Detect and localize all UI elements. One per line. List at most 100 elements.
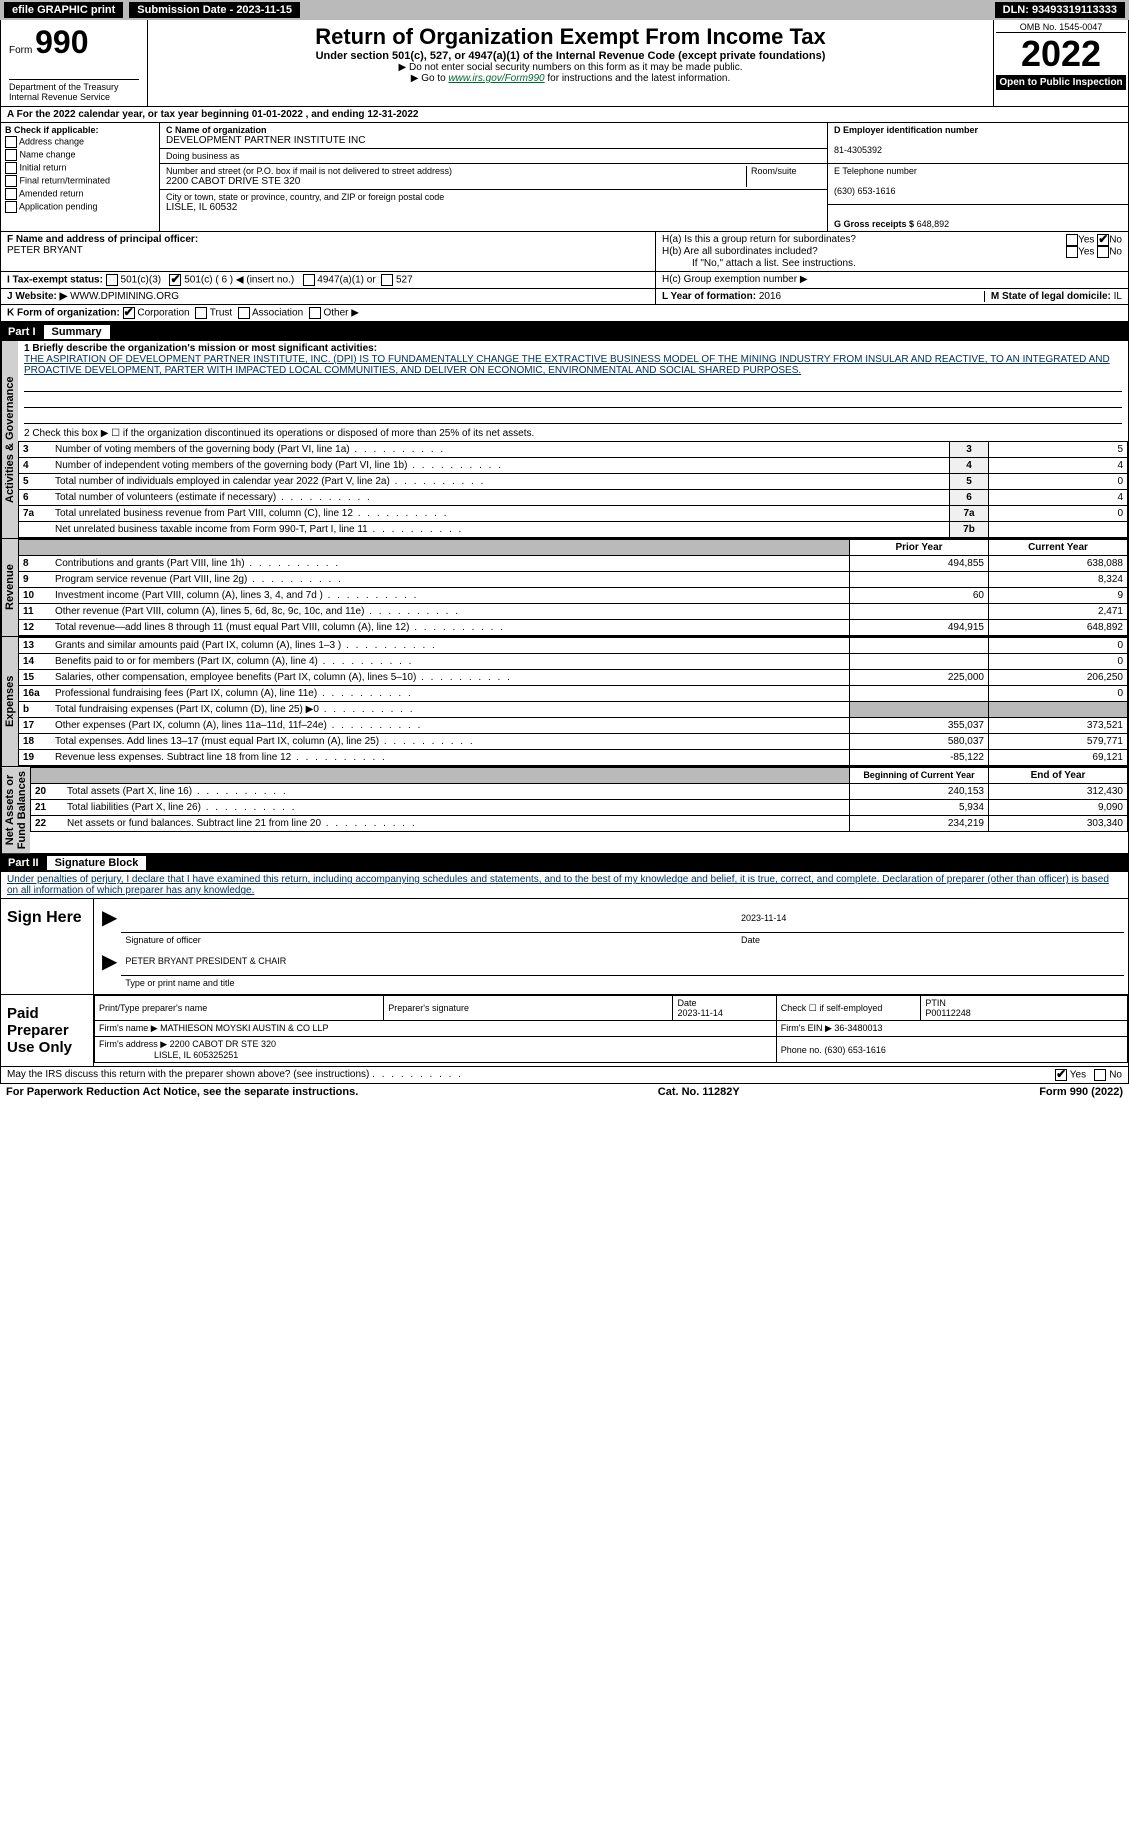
sign-section: Sign Here ▶ 2023-11-14 Signature of offi… — [0, 899, 1129, 995]
addr-label: Number and street (or P.O. box if mail i… — [166, 166, 452, 176]
dba-label: Doing business as — [166, 151, 240, 161]
blank-line-1 — [24, 376, 1122, 392]
firm-name: MATHIESON MOYSKI AUSTIN & CO LLP — [160, 1023, 328, 1033]
paid-h4: Check ☐ if self-employed — [776, 996, 921, 1021]
i-501c3[interactable] — [106, 274, 118, 286]
netassets-row: 22Net assets or fund balances. Subtract … — [31, 816, 1128, 832]
part2-header: Part II Signature Block — [0, 854, 1129, 872]
irs-link[interactable]: www.irs.gov/Form990 — [448, 73, 544, 84]
col-b-checkbox[interactable] — [5, 149, 17, 161]
h-c: H(c) Group exemption number ▶ — [662, 274, 808, 285]
sig-arrow-2: ▶ — [102, 951, 117, 973]
revenue-row: 12Total revenue—add lines 8 through 11 (… — [19, 620, 1128, 636]
h-a: H(a) Is this a group return for subordin… — [662, 234, 856, 246]
gross-cell: G Gross receipts $ 648,892 — [828, 205, 1128, 231]
blank-line-2 — [24, 392, 1122, 408]
paid-h2: Preparer's signature — [384, 996, 673, 1021]
ha-no[interactable] — [1097, 234, 1109, 246]
col-b-checkbox[interactable] — [5, 188, 17, 200]
tax-year: 2022 — [996, 33, 1126, 75]
l-label: L Year of formation: — [662, 291, 756, 302]
col-b-item: Application pending — [5, 201, 155, 213]
col-b: B Check if applicable: Address change Na… — [1, 123, 160, 231]
i-opt1: 501(c) ( 6 ) ◀ (insert no.) — [184, 275, 294, 286]
firm-name-label: Firm's name ▶ — [99, 1023, 158, 1033]
discuss-row: May the IRS discuss this return with the… — [0, 1067, 1129, 1084]
expense-row: 19Revenue less expenses. Subtract line 1… — [19, 750, 1128, 766]
date-label: Date — [737, 932, 1124, 947]
col-b-header: B Check if applicable: — [5, 125, 155, 135]
begin-header: Beginning of Current Year — [850, 768, 989, 784]
k-other[interactable] — [309, 307, 321, 319]
addr-cell: Number and street (or P.O. box if mail i… — [160, 164, 827, 190]
phone-value: (630) 653-1616 — [834, 186, 896, 196]
discuss-no[interactable] — [1094, 1069, 1106, 1081]
k-trust[interactable] — [195, 307, 207, 319]
expense-row: 16aProfessional fundraising fees (Part I… — [19, 686, 1128, 702]
col-b-checkbox[interactable] — [5, 201, 17, 213]
col-b-checkbox[interactable] — [5, 175, 17, 187]
omb-number: OMB No. 1545-0047 — [996, 22, 1126, 33]
activities-governance: Activities & Governance 1 Briefly descri… — [1, 341, 1128, 539]
col-b-checkbox[interactable] — [5, 136, 17, 148]
title-cell: Return of Organization Exempt From Incom… — [148, 20, 993, 106]
i-4947[interactable] — [303, 274, 315, 286]
firm-addr-label: Firm's address ▶ — [99, 1039, 167, 1049]
revenue-row: 8Contributions and grants (Part VIII, li… — [19, 556, 1128, 572]
k-corp[interactable] — [123, 307, 135, 319]
type-label: Type or print name and title — [121, 976, 1124, 991]
paid-h1: Print/Type preparer's name — [95, 996, 384, 1021]
sign-date: 2023-11-14 — [737, 903, 1124, 932]
paid-phone-label: Phone no. — [781, 1045, 822, 1055]
line1-label: 1 Briefly describe the organization's mi… — [24, 343, 377, 354]
discuss-yes[interactable] — [1055, 1069, 1067, 1081]
paid-phone: (630) 653-1616 — [824, 1045, 886, 1055]
l-value: 2016 — [759, 291, 781, 302]
i-opt3: 527 — [396, 275, 413, 286]
open-inspection: Open to Public Inspection — [996, 75, 1126, 90]
section-h: H(a) Is this a group return for subordin… — [655, 232, 1128, 271]
f-name: PETER BRYANT — [7, 245, 83, 256]
i-527[interactable] — [381, 274, 393, 286]
note2-prefix: ▶ Go to — [411, 73, 449, 84]
section-i: I Tax-exempt status: 501(c)(3) 501(c) ( … — [1, 272, 655, 288]
j-value: WWW.DPIMINING.ORG — [70, 291, 179, 302]
revenue-section: Revenue Prior Year Current Year 8Contrib… — [1, 539, 1128, 637]
i-label: I Tax-exempt status: — [7, 275, 103, 286]
footer-form: Form 990 (2022) — [1039, 1086, 1123, 1098]
no-label2: No — [1109, 247, 1122, 258]
ag-label: Activities & Governance — [1, 341, 18, 538]
col-c: C Name of organization DEVELOPMENT PARTN… — [160, 123, 827, 231]
i-501c[interactable] — [169, 274, 181, 286]
netassets-row: 20Total assets (Part X, line 16)240,1533… — [31, 784, 1128, 800]
section-lm: L Year of formation: 2016 M State of leg… — [655, 289, 1128, 304]
j-label: J Website: ▶ — [7, 291, 67, 302]
footer-catno: Cat. No. 11282Y — [658, 1086, 740, 1098]
line2: 2 Check this box ▶ ☐ if the organization… — [18, 426, 1128, 441]
hb-yes[interactable] — [1066, 246, 1078, 258]
end-header: End of Year — [989, 768, 1128, 784]
blank-header — [19, 540, 52, 556]
hb-no[interactable] — [1097, 246, 1109, 258]
expense-row: 18Total expenses. Add lines 13–17 (must … — [19, 734, 1128, 750]
section-bcdeg: B Check if applicable: Address change Na… — [0, 123, 1129, 232]
section-j: J Website: ▶ WWW.DPIMINING.ORG — [1, 289, 655, 304]
ha-yes[interactable] — [1066, 234, 1078, 246]
ag-row: Net unrelated business taxable income fr… — [19, 522, 1128, 538]
form-prefix: Form — [9, 45, 32, 56]
declaration: Under penalties of perjury, I declare th… — [0, 872, 1129, 899]
k-assoc[interactable] — [238, 307, 250, 319]
footer: For Paperwork Reduction Act Notice, see … — [0, 1084, 1129, 1100]
part1-body: Activities & Governance 1 Briefly descri… — [0, 341, 1129, 854]
no-label: No — [1109, 235, 1122, 246]
ag-row: 6Total number of volunteers (estimate if… — [19, 490, 1128, 506]
col-b-checkbox[interactable] — [5, 162, 17, 174]
room-label: Room/suite — [751, 166, 797, 176]
ein-label: D Employer identification number — [834, 125, 978, 135]
ag-row: 3Number of voting members of the governi… — [19, 442, 1128, 458]
form-header: Form 990 Department of the Treasury Inte… — [0, 20, 1129, 107]
paid-h3: Date — [677, 998, 696, 1008]
gross-label: G Gross receipts $ — [834, 219, 914, 229]
paid-h3v: 2023-11-14 — [677, 1008, 722, 1018]
note-1: ▶ Do not enter social security numbers o… — [152, 62, 989, 73]
